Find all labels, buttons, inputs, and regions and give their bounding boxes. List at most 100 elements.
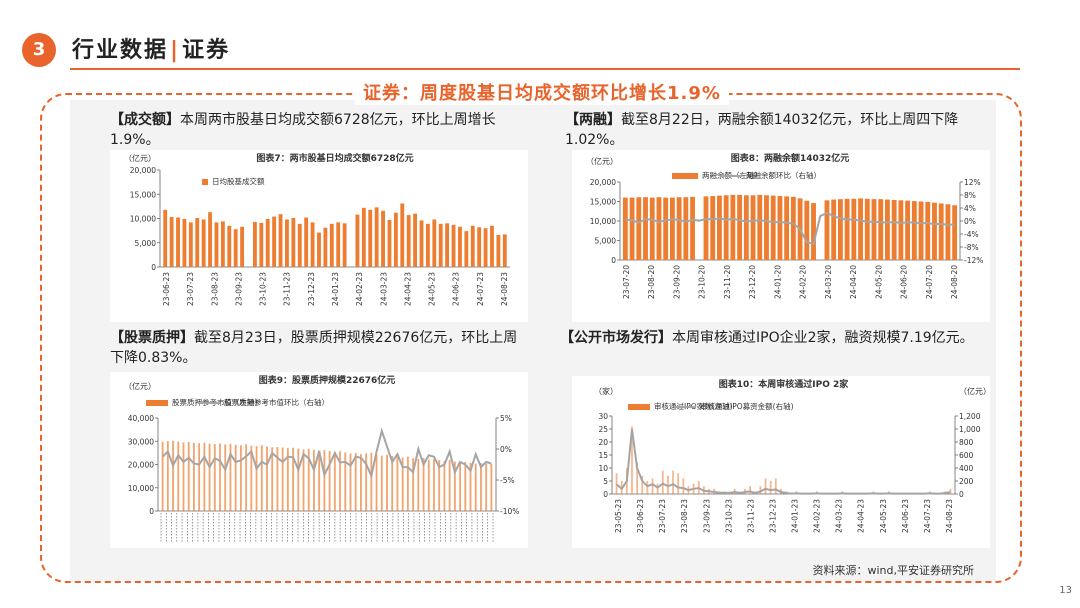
bar [448,460,451,511]
bar [387,219,392,267]
y-tick-label: 15 [598,451,608,460]
chart-title: 图表9：股票质押规模22676亿元 [259,374,396,386]
y-right-tick-label: 5% [500,414,512,423]
bar [636,197,642,260]
x-tick-label: 23-06-23 [162,272,171,306]
chart-title: 图表10：本周审核通过IPO 2家 [719,378,850,390]
bar [313,449,315,511]
bar [445,223,450,267]
y-right-tick-label: -10% [500,507,519,516]
bar [271,447,274,511]
y-tick-label: 30,000 [128,437,154,446]
bar [730,194,736,260]
bar [250,445,253,511]
bar [163,209,168,267]
bar [265,218,270,267]
bar [381,210,385,267]
x-tick-label: 24-03-23 [835,499,844,533]
title-separator: | [170,38,181,63]
bar [496,234,501,267]
y-right-tick-label: 1,200 [959,412,981,421]
bar [646,481,649,494]
x-tick-label: 23-05-23 [614,499,623,533]
x-tick-label: 24-06-20 [900,265,909,299]
y-tick-label: 20,000 [128,461,154,470]
y-tick-label: 0 [603,490,608,499]
bar [417,458,420,511]
bar [790,196,796,260]
bar [474,463,477,511]
bar [339,451,341,511]
bar [643,197,648,260]
x-tick-label: 23-07-20 [622,265,631,299]
bar [878,199,884,260]
x-tick-label: 23-09-23 [702,499,711,533]
bar [360,454,362,511]
chart-turnover-svg: 图表7：两市股基日均成交额6728亿元 （亿元） 日均股基成交额 20,000 15,0… [124,152,510,306]
bar [925,201,931,260]
chart-margin-svg: 图表8：两融余额14032亿元（亿元）两融余额（左轴）两融余额环比（右轴）20,… [586,152,983,299]
y-tick-label: 5,000 [595,237,617,246]
x-tick-label: 23-08-23 [210,272,219,306]
bar [952,205,958,260]
bar [259,222,264,267]
bar [260,445,263,511]
bar [304,217,309,267]
y-right-tick-label: 1,000 [959,425,981,434]
y-tick-label: 0 [149,507,154,516]
y-tick-label: 40,000 [128,414,154,423]
bar [938,203,944,260]
bar [469,462,472,511]
pledge-body: 截至8月23日，股票质押规模22676亿元，环比上周下降0.83%。 [110,330,518,366]
bar [391,456,394,511]
source-note: 资料来源：wind,平安证券研究所 [812,564,974,577]
summary-banner: 证券：周度股基日均成交额环比增长1.9% [355,79,729,105]
bar [669,197,675,260]
y-tick-label: 10,000 [128,484,154,493]
series-line [161,427,492,480]
bar [229,443,232,511]
x-tick-label: 23-08-20 [647,265,656,299]
bar [297,448,300,511]
x-tick-label: 24-05-20 [874,265,883,299]
x-tick-label: 24-08-20 [950,265,959,299]
x-tick-label: 24-07-23 [476,272,485,306]
bar [438,460,441,511]
chart-pledge: 图表9：股票质押规模22676亿元（亿元）股票质押参考市值（左轴）股票质押参考市… [110,372,528,548]
margin-body: 截至8月22日，两融余额14032亿元，环比上周四下降1.02%。 [565,112,959,148]
header-rule [70,68,1020,70]
bar [396,456,399,511]
bar [490,464,493,511]
chart-title: 图表8：两融余额14032亿元 [731,152,850,164]
bar [464,231,469,267]
bar [188,222,193,267]
bar [871,199,877,260]
bar [622,197,628,260]
bar [412,458,415,511]
bar [307,448,310,511]
x-tick-label: 24-04-23 [403,272,412,306]
axis-unit-label: （亿元） [124,153,156,163]
turnover-body: 本周两市股基日均成交额6728亿元，环比上周增长1.9%。 [110,112,496,148]
bar [386,454,388,511]
y-tick-label: 10,000 [130,215,156,224]
bar [201,219,206,267]
bar [427,459,430,511]
bar [629,197,635,260]
bar [710,196,716,260]
bar [406,215,411,267]
bar [177,441,180,511]
x-tick-label: 24-03-23 [379,272,388,306]
bar [281,447,284,511]
x-tick-label: 24-08-23 [500,272,509,306]
section-title: 行业数据|证券 [72,32,230,64]
chart-ipo-svg: 图表10：本周审核通过IPO 2家（家）（亿元）审核通过IPO家数(左轴)审核通… [594,378,990,533]
bar [208,212,212,267]
x-tick-label: 24-04-23 [857,499,866,533]
bar [323,450,326,511]
y-right-tick-label: -5% [500,476,515,485]
x-tick-label: 24-01-20 [773,265,782,299]
bar [451,224,456,267]
section-title-sub: 证券 [182,38,231,63]
bar [252,221,257,267]
